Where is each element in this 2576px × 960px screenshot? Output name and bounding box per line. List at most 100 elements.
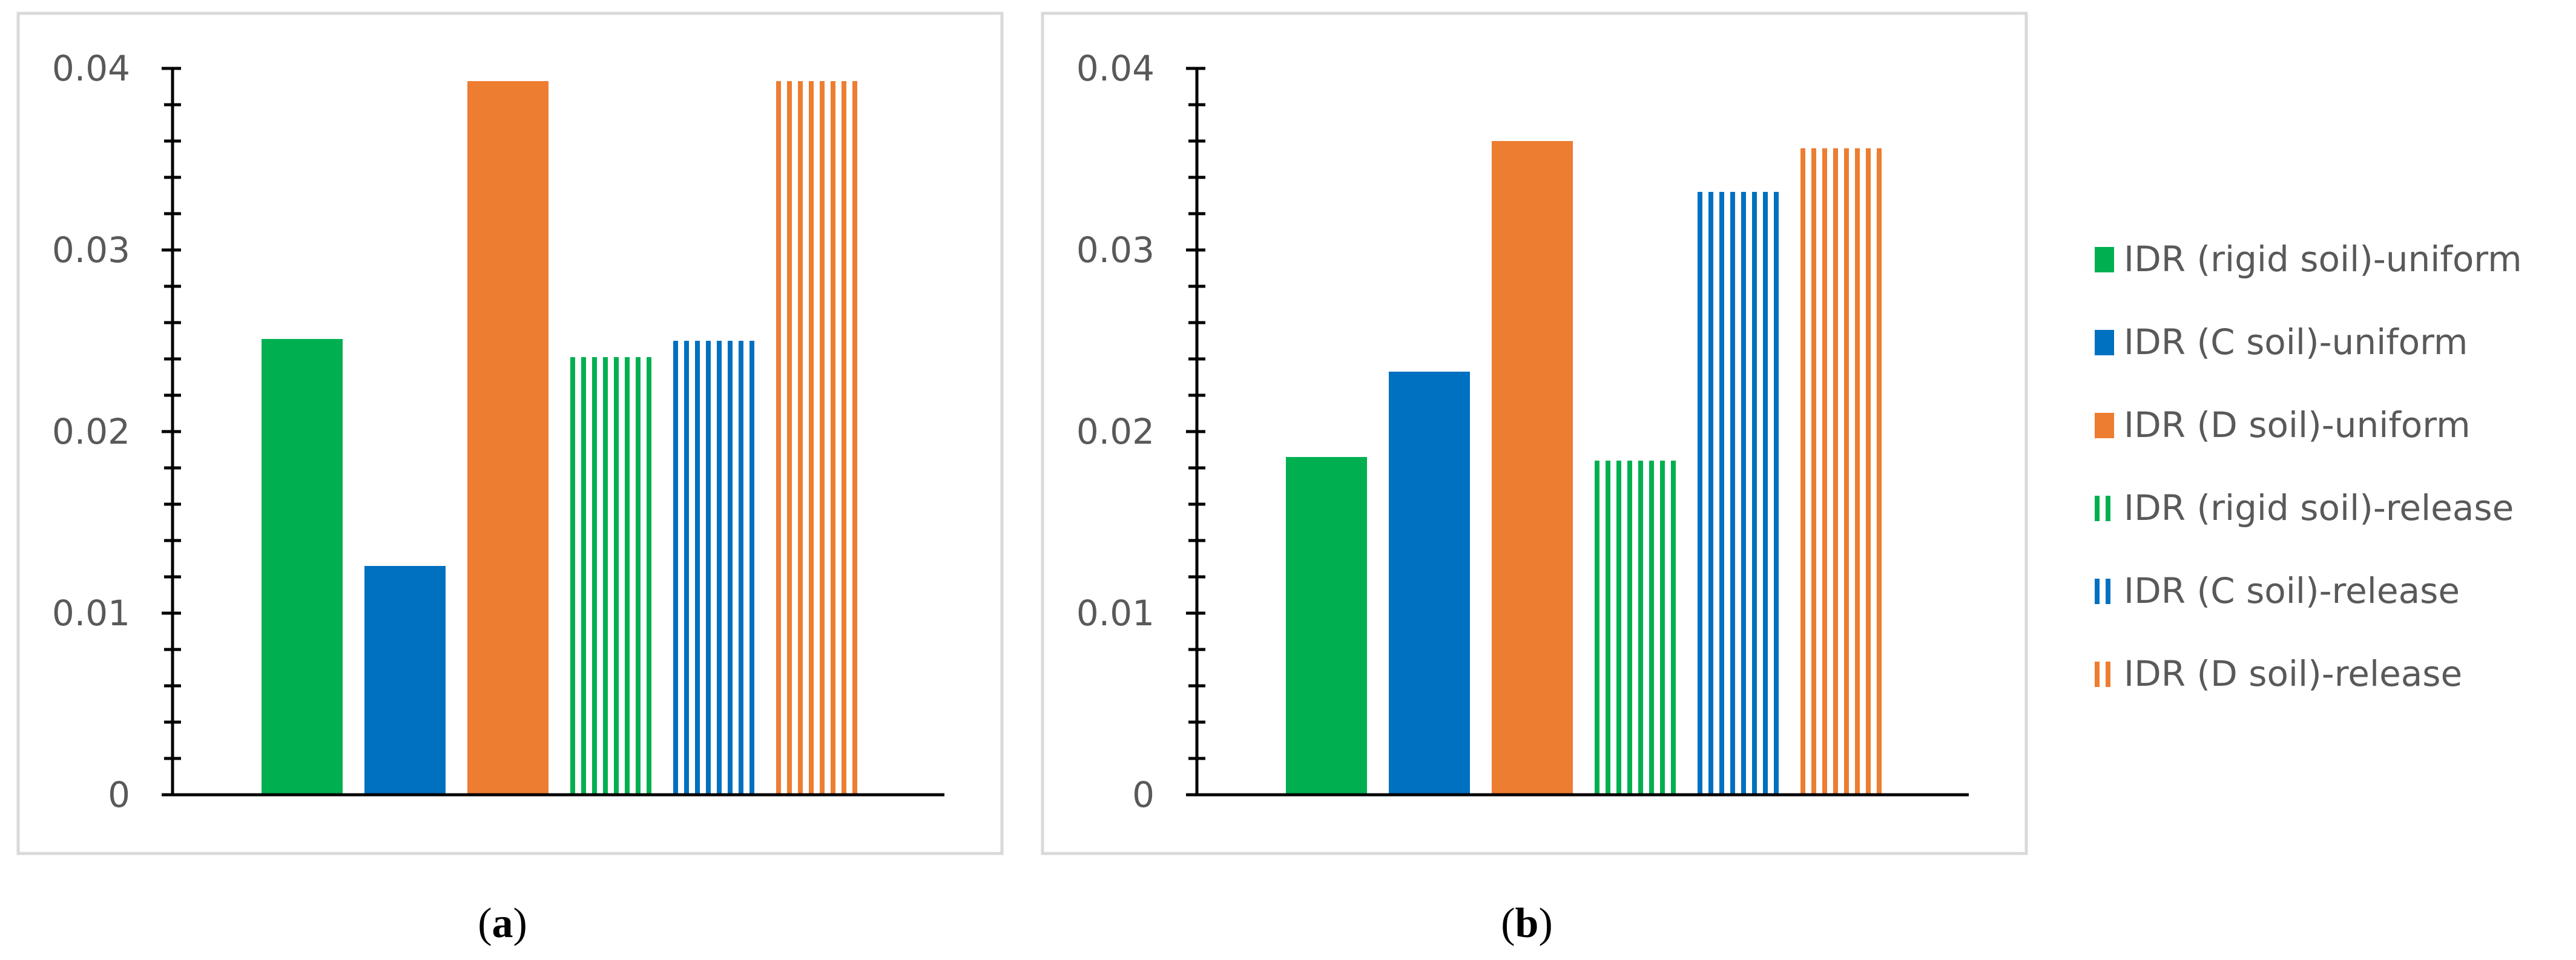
bar-a-6-stripe [820, 81, 825, 795]
bar-a-5-stripe [673, 341, 678, 795]
legend-swatch-stripe [2095, 496, 2100, 521]
bar-b-4-stripe [1595, 461, 1599, 795]
bar-a-5-stripe [706, 341, 711, 795]
bar-a-1 [262, 339, 343, 795]
legend-swatch-stripe [2106, 662, 2110, 687]
bar-b-6-stripe [1833, 148, 1838, 795]
y-tick-label: 0.02 [52, 411, 130, 452]
bar-b-6-stripe [1800, 148, 1805, 795]
legend-label: IDR (C soil)-uniform [2124, 321, 2468, 363]
bar-b-4-stripe [1649, 461, 1654, 795]
bar-b-5-stripe [1730, 192, 1735, 795]
bar-b-1 [1286, 457, 1367, 795]
bar-a-2 [364, 566, 446, 795]
bar-a-6-stripe [798, 81, 803, 795]
legend-item: IDR (D soil)-release [2095, 653, 2462, 694]
legend-label: IDR (rigid soil)-release [2124, 487, 2514, 528]
y-axis-b: 0 0.01 0.02 0.03 0.04 [1076, 48, 1205, 815]
bar-b-6-stripe [1866, 148, 1871, 795]
y-tick-label: 0.02 [1076, 411, 1155, 452]
bar-b-5-stripe [1752, 192, 1757, 795]
legend-swatch-stripe [2106, 496, 2110, 521]
legend-swatch-stripe [2095, 579, 2100, 604]
bar-a-6-stripe [776, 81, 781, 795]
chart-panel-b: 0 0.01 0.02 0.03 0.04 [1041, 12, 2028, 855]
bar-a-4-stripe [636, 357, 641, 795]
chart-legend: IDR (rigid soil)-uniform IDR (C soil)-uni… [2095, 238, 2522, 694]
bar-a-5-stripe [684, 341, 689, 795]
bar-a-5-stripe [739, 341, 743, 795]
bar-a-4 [570, 357, 651, 795]
bar-b-6-stripe [1822, 148, 1827, 795]
bar-a-5 [673, 341, 754, 795]
legend-label: IDR (C soil)-release [2124, 570, 2460, 611]
bar-a-6-stripe [809, 81, 814, 795]
legend-label: IDR (D soil)-uniform [2124, 404, 2471, 445]
y-tick-label: 0.01 [1076, 593, 1155, 634]
bar-a-6-stripe [787, 81, 792, 795]
caption-a: (a) [478, 900, 527, 947]
bar-b-6-stripe [1877, 148, 1882, 795]
bar-a-4-stripe [647, 357, 651, 795]
y-tick-label: 0.03 [1076, 229, 1155, 271]
bar-b-5-stripe [1763, 192, 1768, 795]
bar-a-5-stripe [717, 341, 722, 795]
bar-b-6-stripe [1844, 148, 1849, 795]
bar-a-4-stripe [592, 357, 597, 795]
legend-swatch [2095, 247, 2114, 272]
y-tick-label: 0 [1132, 774, 1155, 815]
bar-b-5-stripe [1741, 192, 1746, 795]
bar-a-5-stripe [728, 341, 733, 795]
bar-b-3 [1492, 141, 1573, 795]
bars-b [1286, 141, 1882, 795]
legend-item: IDR (rigid soil)-release [2095, 487, 2514, 528]
bar-a-4-stripe [603, 357, 608, 795]
bars-a [262, 81, 857, 795]
legend-swatch-stripe [2095, 662, 2100, 687]
bar-a-6-stripe [842, 81, 846, 795]
legend-label: IDR (rigid soil)-uniform [2124, 238, 2522, 280]
legend-item: IDR (rigid soil)-uniform [2095, 238, 2522, 280]
bar-a-3 [467, 81, 548, 795]
legend-item: IDR (C soil)-uniform [2095, 321, 2468, 363]
bar-a-4-stripe [581, 357, 586, 795]
y-tick-label: 0.01 [52, 593, 130, 634]
bar-b-5 [1698, 192, 1779, 795]
bar-a-5-stripe [695, 341, 700, 795]
y-tick-label: 0.04 [1076, 48, 1155, 89]
caption-b: (b) [1501, 900, 1553, 947]
bar-a-6-stripe [852, 81, 857, 795]
legend-swatch [2095, 413, 2114, 438]
chart-panel-a: 0 0.01 0.02 0.03 0.04 [16, 12, 1004, 855]
bar-b-2 [1389, 372, 1470, 795]
bar-b-5-stripe [1719, 192, 1724, 795]
bar-b-4-stripe [1671, 461, 1676, 795]
y-tick-label: 0.04 [52, 48, 130, 89]
bar-b-4 [1595, 461, 1676, 795]
bar-b-6-stripe [1811, 148, 1816, 795]
y-tick-label: 0 [108, 774, 130, 815]
bar-b-6 [1800, 148, 1882, 795]
legend-swatch [2095, 330, 2114, 355]
y-tick-label: 0.03 [52, 229, 130, 271]
bar-a-4-stripe [625, 357, 630, 795]
bar-b-6-stripe [1855, 148, 1860, 795]
bar-a-4-stripe [614, 357, 619, 795]
bar-b-4-stripe [1660, 461, 1665, 795]
bar-b-4-stripe [1638, 461, 1643, 795]
legend-label: IDR (D soil)-release [2124, 653, 2462, 694]
bar-b-4-stripe [1616, 461, 1621, 795]
legend-item: IDR (C soil)-release [2095, 570, 2460, 611]
bar-b-4-stripe [1606, 461, 1610, 795]
bar-a-6 [776, 81, 857, 795]
bar-b-5-stripe [1698, 192, 1702, 795]
legend-swatch-stripe [2106, 579, 2110, 604]
bar-b-4-stripe [1627, 461, 1632, 795]
bar-a-5-stripe [749, 341, 754, 795]
bar-b-5-stripe [1708, 192, 1713, 795]
bar-a-6-stripe [831, 81, 835, 795]
legend-item: IDR (D soil)-uniform [2095, 404, 2471, 445]
bar-a-4-stripe [570, 357, 575, 795]
bar-b-5-stripe [1774, 192, 1779, 795]
